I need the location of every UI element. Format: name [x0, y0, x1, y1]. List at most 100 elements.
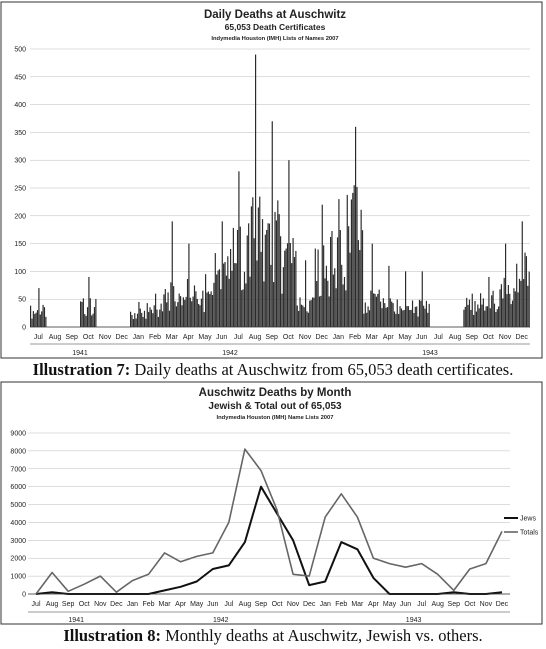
chart1-daily-bar	[252, 197, 254, 327]
chart1-daily-bar	[181, 305, 183, 327]
chart1-daily-bar	[302, 305, 304, 327]
chart2-x-tick-label: Mar	[159, 601, 172, 608]
chart1-daily-bar	[264, 234, 266, 327]
chart1-daily-bar	[193, 285, 196, 327]
chart1-daily-bar	[373, 293, 375, 327]
chart1-daily-bar	[270, 264, 272, 327]
chart1-x-tick-label: Jun	[416, 334, 427, 341]
chart1-daily-bar	[410, 309, 412, 327]
chart1-daily-bar	[331, 231, 333, 327]
chart1-daily-bar	[195, 291, 197, 327]
chart1-daily-bar	[261, 219, 264, 327]
chart1-daily-bar	[45, 316, 47, 327]
chart1-daily-bar	[498, 306, 500, 327]
chart1-daily-bar	[32, 311, 34, 327]
chart1-daily-bar	[135, 318, 137, 327]
chart1-daily-bar	[473, 314, 475, 327]
chart1-daily-bar	[89, 298, 91, 327]
chart1-daily-bar	[521, 221, 523, 327]
chart1-x-tick-label: Jul	[234, 334, 243, 341]
chart1-daily-bar	[343, 276, 346, 327]
chart1-daily-bar	[317, 249, 319, 327]
chart1-daily-bar	[253, 238, 255, 327]
chart1-daily-bar	[186, 278, 189, 327]
chart1-x-tick-label: Apr	[383, 334, 395, 341]
caption-7-text: Daily deaths at Auschwitz from 65,053 de…	[130, 360, 514, 379]
chart1-daily-bar	[405, 271, 407, 327]
chart1-daily-bar	[341, 264, 343, 327]
chart1-daily-bar	[327, 280, 329, 327]
caption-illustration-8: Illustration 8: Monthly deaths at Auschw…	[0, 626, 546, 646]
chart1-daily-bar	[220, 289, 222, 327]
chart2-x-tick-label: Sep	[62, 601, 75, 608]
chart1-daily-bar	[148, 311, 150, 327]
chart1-daily-bar	[517, 292, 519, 327]
chart1-daily-bar	[91, 315, 93, 327]
chart1-daily-bar	[93, 307, 96, 327]
chart1-daily-bar	[141, 312, 143, 327]
chart2-x-tick-label: Oct	[79, 601, 90, 608]
chart1-x-tick-label: Oct	[283, 334, 294, 341]
chart1-daily-bar	[418, 299, 421, 327]
chart1-daily-bar	[136, 313, 139, 327]
chart1-daily-bar	[245, 283, 247, 327]
chart1-daily-bar	[232, 227, 234, 327]
chart1-daily-bar	[218, 269, 221, 327]
chart1-daily-bar	[160, 303, 162, 327]
chart1-x-tick-label: Feb	[149, 334, 161, 341]
chart1-daily-bar	[413, 313, 415, 327]
chart1-daily-bar	[474, 300, 476, 327]
chart1-daily-bar	[277, 200, 279, 327]
chart1-daily-bar	[518, 278, 521, 327]
chart1-daily-bar	[191, 301, 193, 327]
chart1-daily-bar	[142, 316, 144, 327]
chart2-x-tick-label: Jun	[207, 601, 218, 608]
chart1-daily-bar	[384, 303, 386, 327]
chart1-daily-bar	[211, 294, 214, 327]
chart1-y-tick-label: 400	[14, 102, 26, 109]
chart1-daily-bar	[296, 305, 298, 327]
chart1-daily-bar	[170, 282, 172, 327]
chart1-daily-bar	[349, 252, 351, 327]
chart1-daily-bar	[285, 248, 287, 327]
chart1-daily-bar	[149, 307, 151, 327]
chart2-y-tick-label: 3000	[10, 538, 26, 545]
chart1-x-tick-label: Jan	[133, 334, 144, 341]
chart1-daily-bar	[342, 284, 344, 327]
chart1-daily-bar	[470, 309, 472, 327]
chart2-year-label: 1943	[406, 617, 422, 624]
chart2-y-tick-label: 0	[22, 592, 26, 599]
chart1-y-tick-label: 0	[22, 325, 26, 332]
chart1-x-tick-label: Sep	[265, 334, 278, 341]
chart1-y-tick-label: 100	[14, 269, 26, 276]
chart1-daily-bar	[221, 221, 223, 327]
chart1-x-tick-label: May	[198, 334, 212, 341]
chart1-daily-bar	[388, 265, 390, 327]
chart1-x-tick-label: Nov	[99, 334, 112, 341]
chart1-daily-bar	[43, 307, 46, 327]
chart1-daily-bar	[396, 299, 398, 327]
chart1-y-tick-label: 150	[14, 241, 26, 248]
chart1-daily-bar	[241, 290, 243, 327]
chart1-daily-bar	[249, 276, 251, 327]
chart1-daily-bar	[206, 292, 208, 327]
chart2-x-tick-label: Oct	[272, 601, 283, 608]
chart1-daily-bar	[425, 300, 428, 327]
chart1-daily-bar	[246, 235, 248, 327]
chart2-y-tick-label: 7000	[10, 466, 26, 473]
chart1-year-label: 1942	[222, 350, 238, 357]
chart1-daily-bar	[92, 313, 94, 327]
chart1-daily-bar	[224, 262, 226, 327]
chart1-daily-bar	[231, 270, 233, 327]
chart1-daily-bar	[159, 309, 161, 327]
chart1-title: Daily Deaths at Auschwitz	[204, 9, 346, 21]
chart1-daily-bar	[207, 291, 209, 327]
chart1-daily-bar	[274, 211, 276, 327]
chart1-daily-bar	[371, 243, 373, 327]
chart1-daily-bar	[188, 243, 190, 327]
chart1-y-tick-label: 250	[14, 186, 26, 193]
chart1-daily-bar	[143, 310, 146, 327]
chart1-x-tick-label: Aug	[449, 334, 462, 341]
chart1-daily-bar	[230, 248, 232, 327]
chart1-daily-bar	[161, 311, 164, 327]
